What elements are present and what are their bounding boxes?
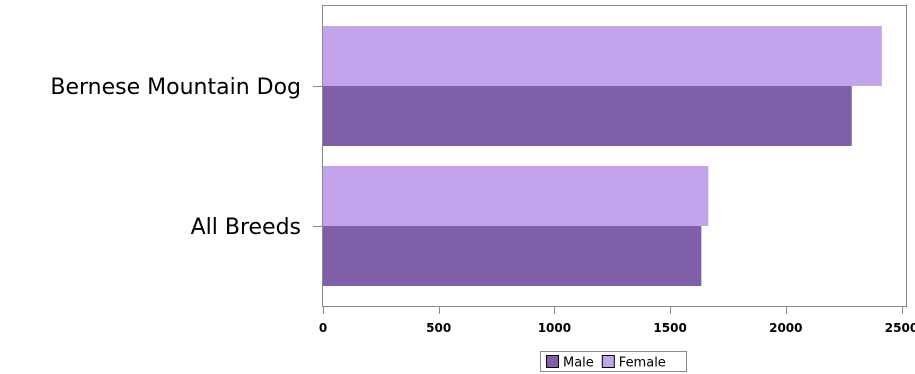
legend-label-male: Male — [563, 356, 594, 371]
x-tick-label: 500 — [426, 321, 451, 335]
y-category-label: Bernese Mountain Dog — [50, 75, 301, 100]
legend-label-female: Female — [619, 356, 666, 371]
x-tick-label: 1500 — [653, 321, 686, 335]
y-axis-categories: Bernese Mountain Dog All Breeds — [50, 75, 322, 240]
bar-female-bernese-mountain-dog — [323, 26, 882, 86]
x-tick-label: 2500 — [885, 321, 915, 335]
y-category-label: All Breeds — [191, 215, 301, 240]
x-tick-label: 0 — [319, 321, 327, 335]
bar-female-all-breeds — [323, 166, 709, 226]
x-tick-label: 2000 — [769, 321, 802, 335]
x-axis-ticks: 0 500 1000 1500 2000 2500 — [319, 306, 915, 335]
x-tick-label: 1000 — [538, 321, 571, 335]
legend: Male Female — [540, 351, 687, 372]
legend-swatch-male — [546, 355, 559, 368]
bar-male-all-breeds — [323, 226, 702, 286]
bar-male-bernese-mountain-dog — [323, 86, 852, 146]
bars-group — [323, 26, 882, 286]
legend-swatch-female — [601, 355, 615, 368]
